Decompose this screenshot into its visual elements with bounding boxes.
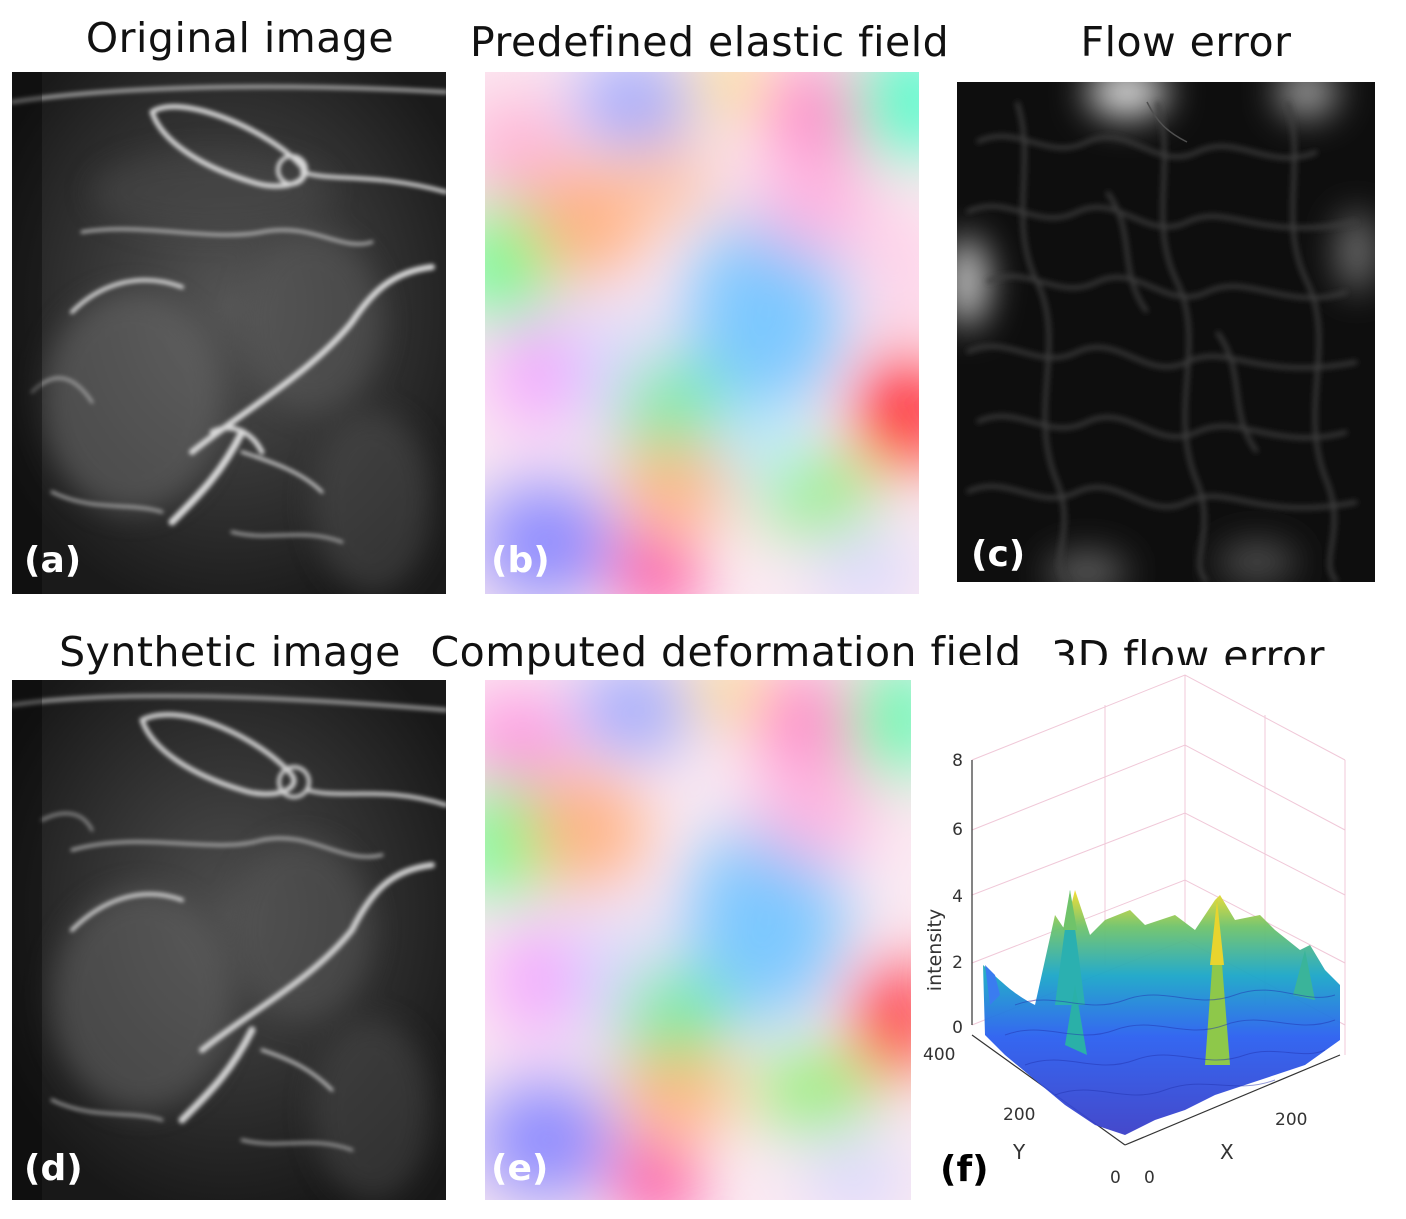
- y-tick-0: 0: [1110, 1168, 1121, 1188]
- y-tick-400: 400: [923, 1045, 955, 1065]
- z-tick-6: 6: [952, 820, 963, 840]
- x-axis-line: [1124, 1054, 1341, 1146]
- original-ultrasound-image: (a): [12, 72, 446, 594]
- panel-label-d: (d): [24, 1148, 83, 1189]
- title-original-image: Original image: [85, 14, 395, 62]
- z-tick-2: 2: [952, 953, 963, 973]
- x-tick-0: 0: [1144, 1168, 1155, 1188]
- panel-label-f: (f): [940, 1149, 989, 1190]
- panel-label-c: (c): [971, 534, 1026, 575]
- z-axis-label: intensity: [924, 909, 946, 991]
- x-tick-200: 200: [1275, 1110, 1307, 1130]
- panel-label-e: (e): [491, 1148, 549, 1189]
- title-flow-error: Flow error: [1080, 18, 1292, 66]
- surface-mesh: [983, 890, 1340, 1135]
- y-axis-label: Y: [1012, 1140, 1026, 1164]
- computed-deformation-field-image: (e): [485, 680, 911, 1200]
- flow-error-image: (c): [957, 82, 1375, 582]
- y-tick-200: 200: [1003, 1105, 1035, 1125]
- y-tick-labels: 400 200 0: [923, 1045, 1121, 1188]
- title-synthetic-image: Synthetic image: [59, 628, 401, 676]
- predefined-elastic-field-image: (b): [485, 72, 919, 594]
- 3d-flow-error-plot: 8 6 4 2 0 intensity 400 200 0 Y 0 200 X …: [915, 665, 1355, 1205]
- title-predefined-field: Predefined elastic field: [470, 18, 950, 66]
- z-tick-4: 4: [952, 887, 963, 907]
- panel-label-b: (b): [491, 540, 550, 581]
- synthetic-ultrasound-image: (d): [12, 680, 446, 1200]
- panel-label-a: (a): [24, 540, 82, 581]
- x-tick-labels: 0 200: [1144, 1110, 1307, 1188]
- z-tick-8: 8: [952, 751, 963, 771]
- x-axis-label: X: [1220, 1140, 1234, 1164]
- z-tick-0: 0: [952, 1018, 963, 1038]
- z-tick-labels: 8 6 4 2 0: [952, 751, 963, 1038]
